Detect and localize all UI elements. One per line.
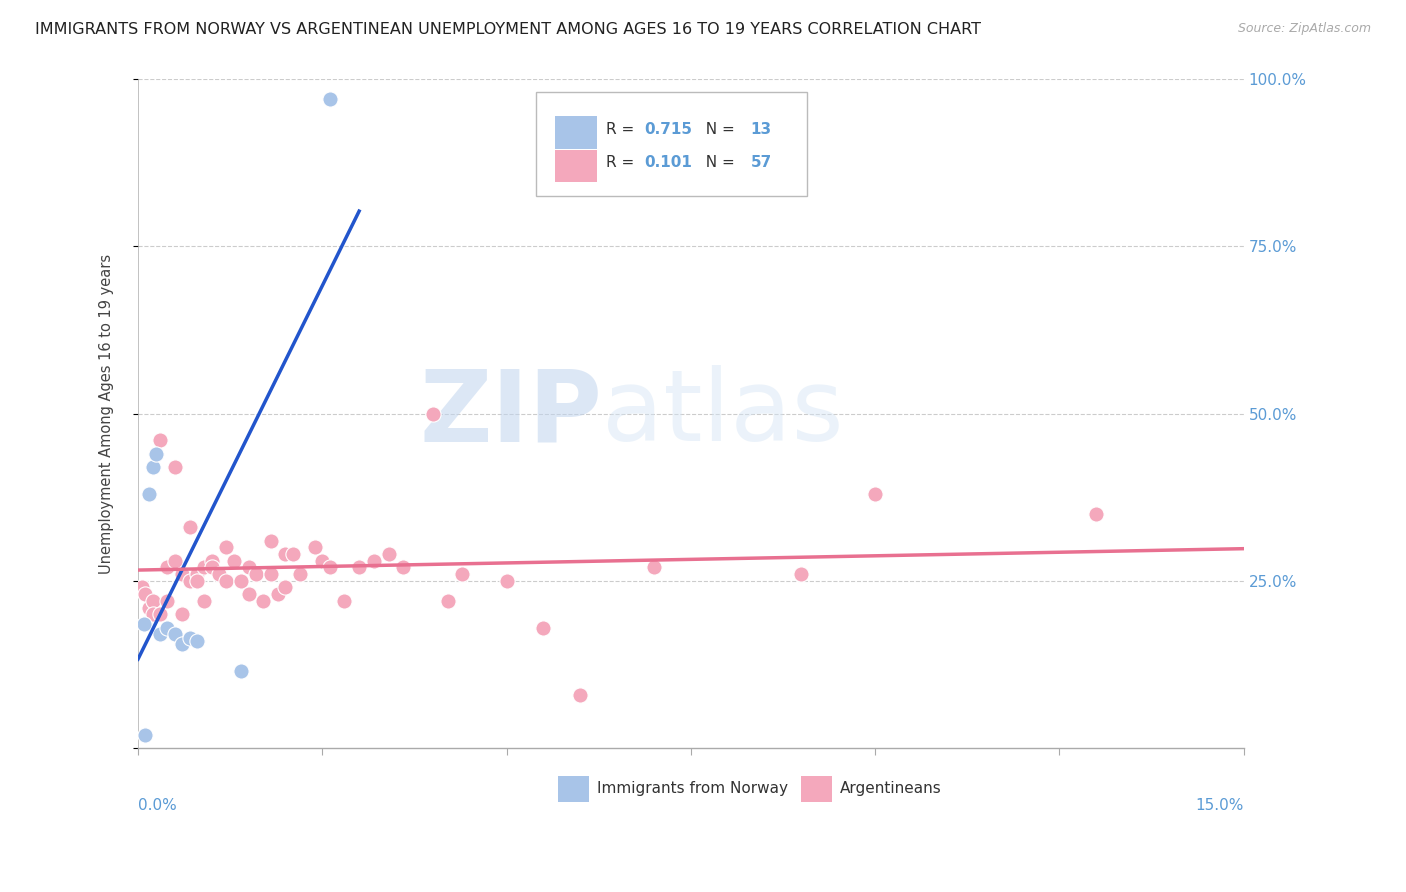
Point (1085, 507, 1108, 521)
Point (790, 567, 813, 582)
Point (179, 574, 201, 588)
Point (149, 434, 172, 448)
Point (186, 574, 208, 588)
Point (215, 541, 238, 555)
Point (179, 520, 201, 534)
Point (186, 634, 208, 648)
Point (363, 554, 385, 568)
FancyBboxPatch shape (555, 117, 598, 149)
Point (193, 594, 215, 608)
Point (172, 607, 194, 622)
Text: 0.101: 0.101 (644, 155, 692, 170)
Point (163, 554, 186, 568)
Point (201, 560, 224, 574)
Point (238, 560, 260, 574)
Point (231, 664, 253, 678)
Text: Argentineans: Argentineans (841, 781, 942, 797)
Point (245, 567, 267, 582)
Text: Source: ZipAtlas.com: Source: ZipAtlas.com (1237, 22, 1371, 36)
Point (134, 728, 156, 742)
Point (179, 631, 201, 645)
Text: 0.0%: 0.0% (138, 798, 177, 814)
Point (436, 594, 458, 608)
FancyBboxPatch shape (555, 150, 598, 182)
Point (132, 617, 155, 632)
Point (274, 547, 297, 561)
Point (377, 547, 399, 561)
Point (186, 567, 208, 582)
FancyBboxPatch shape (536, 93, 807, 196)
Point (138, 600, 160, 615)
Point (222, 554, 245, 568)
Point (304, 541, 326, 555)
Text: IMMIGRANTS FROM NORWAY VS ARGENTINEAN UNEMPLOYMENT AMONG AGES 16 TO 19 YEARS COR: IMMIGRANTS FROM NORWAY VS ARGENTINEAN UN… (35, 22, 981, 37)
Point (149, 607, 172, 622)
Text: 57: 57 (751, 155, 772, 170)
Point (149, 627, 172, 641)
Point (142, 594, 165, 608)
Point (231, 574, 253, 588)
Point (163, 627, 186, 641)
Point (156, 621, 179, 635)
Point (156, 560, 179, 574)
Point (318, 92, 340, 106)
Text: 13: 13 (751, 121, 772, 136)
Point (172, 637, 194, 651)
Point (142, 607, 165, 622)
Point (311, 554, 333, 568)
Point (156, 594, 179, 608)
Point (569, 688, 592, 702)
Point (333, 594, 356, 608)
Point (288, 567, 311, 582)
Point (238, 587, 260, 601)
Point (260, 533, 283, 548)
Text: R =: R = (606, 155, 638, 170)
Text: atlas: atlas (602, 365, 844, 462)
Point (134, 587, 156, 601)
Point (267, 587, 290, 601)
FancyBboxPatch shape (558, 776, 589, 802)
Point (863, 487, 886, 501)
Point (145, 447, 167, 461)
Point (252, 594, 274, 608)
Point (281, 547, 304, 561)
FancyBboxPatch shape (801, 776, 832, 802)
Y-axis label: Unemployment Among Ages 16 to 19 years: Unemployment Among Ages 16 to 19 years (100, 253, 114, 574)
Point (392, 560, 415, 574)
Point (145, 447, 167, 461)
Point (643, 560, 665, 574)
Point (274, 581, 297, 595)
Text: ZIP: ZIP (419, 365, 602, 462)
Point (347, 560, 370, 574)
Point (422, 407, 444, 421)
Point (201, 554, 224, 568)
Point (131, 581, 153, 595)
Point (163, 460, 186, 475)
Text: N =: N = (696, 155, 740, 170)
Point (260, 567, 283, 582)
Text: 0.715: 0.715 (644, 121, 692, 136)
Text: R =: R = (606, 121, 638, 136)
Point (451, 567, 474, 582)
Text: Immigrants from Norway: Immigrants from Norway (598, 781, 787, 797)
Point (533, 621, 555, 635)
Point (142, 460, 165, 475)
Point (193, 560, 215, 574)
Point (215, 574, 238, 588)
Point (495, 574, 517, 588)
Text: N =: N = (696, 121, 740, 136)
Point (138, 487, 160, 501)
Point (318, 560, 340, 574)
Point (172, 567, 194, 582)
Point (208, 567, 231, 582)
Text: 15.0%: 15.0% (1195, 798, 1244, 814)
Point (179, 520, 201, 534)
